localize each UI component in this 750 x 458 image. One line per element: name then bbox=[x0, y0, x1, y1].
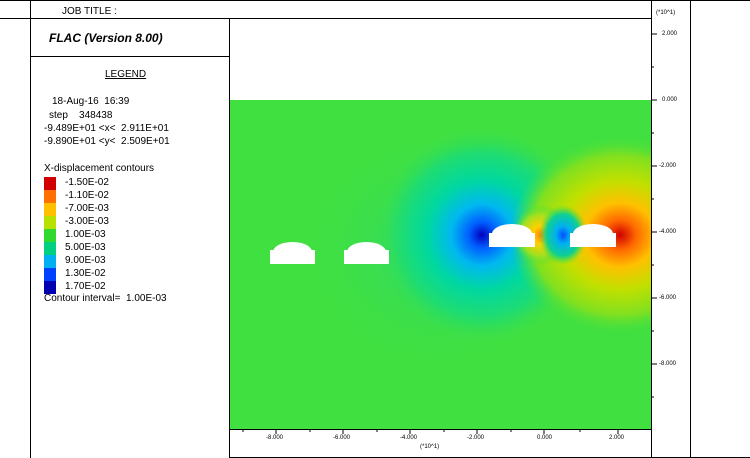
legend-title: LEGEND bbox=[105, 69, 147, 80]
x-scale-label: (*10^1) bbox=[420, 444, 440, 450]
step-count: step 348438 bbox=[49, 110, 113, 121]
app-version-title: FLAC (Version 8.00) bbox=[49, 31, 163, 45]
level-swatch bbox=[44, 281, 56, 294]
level-swatch bbox=[44, 242, 56, 255]
level-swatch bbox=[44, 268, 56, 281]
contour-title: X-displacement contours bbox=[44, 163, 155, 174]
y-tick-label: 2.000 bbox=[662, 31, 678, 37]
level-label: 5.00E-03 bbox=[65, 242, 106, 253]
x-tick-label: -4.000 bbox=[400, 435, 418, 441]
tunnel-crown bbox=[573, 224, 613, 234]
contour-plot bbox=[230, 100, 651, 429]
tunnel-crown bbox=[273, 242, 312, 252]
level-label: 9.00E-03 bbox=[65, 255, 106, 266]
x-tick-label: -8.000 bbox=[266, 435, 284, 441]
x-tick-label: 2.000 bbox=[609, 435, 625, 441]
y-axis-ticks bbox=[651, 33, 657, 398]
tunnel-opening bbox=[570, 233, 616, 247]
level-swatch bbox=[44, 255, 56, 268]
x-range: -9.489E+01 <x< 2.911E+01 bbox=[44, 123, 169, 134]
contour-interval: Contour interval= 1.00E-03 bbox=[44, 293, 167, 304]
tunnel-opening bbox=[489, 233, 535, 247]
job-title-label: JOB TITLE : bbox=[62, 6, 117, 17]
level-swatch bbox=[44, 216, 56, 229]
tunnel-crown bbox=[347, 242, 386, 252]
level-label: -3.00E-03 bbox=[65, 216, 109, 227]
level-label: -1.50E-02 bbox=[65, 177, 109, 188]
x-tick-label: -6.000 bbox=[333, 435, 351, 441]
x-tick-label: 0.000 bbox=[537, 435, 553, 441]
tunnel-crown bbox=[492, 224, 532, 234]
y-scale-label: (*10^1) bbox=[656, 10, 676, 16]
y-tick-label: 0.000 bbox=[662, 97, 678, 103]
level-swatch bbox=[44, 177, 56, 190]
contour-field bbox=[230, 100, 651, 429]
y-tick-label: -6.000 bbox=[659, 295, 677, 301]
level-label: 1.00E-03 bbox=[65, 229, 106, 240]
date-time: 18-Aug-16 16:39 bbox=[52, 96, 130, 107]
tunnel-opening bbox=[270, 250, 315, 264]
tunnel-opening bbox=[344, 250, 389, 264]
x-axis-ticks bbox=[242, 429, 619, 434]
x-tick-label: -2.000 bbox=[467, 435, 485, 441]
level-swatch bbox=[44, 203, 56, 216]
level-swatch bbox=[44, 229, 56, 242]
y-tick-label: -4.000 bbox=[659, 229, 677, 235]
level-swatch bbox=[44, 190, 56, 203]
y-range: -9.890E+01 <y< 2.509E+01 bbox=[44, 136, 170, 147]
y-tick-label: -2.000 bbox=[659, 163, 677, 169]
level-label: 1.30E-02 bbox=[65, 268, 106, 279]
level-label: -1.10E-02 bbox=[65, 190, 109, 201]
y-tick-label: -8.000 bbox=[659, 361, 677, 367]
level-label: 1.70E-02 bbox=[65, 281, 106, 292]
level-label: -7.00E-03 bbox=[65, 203, 109, 214]
